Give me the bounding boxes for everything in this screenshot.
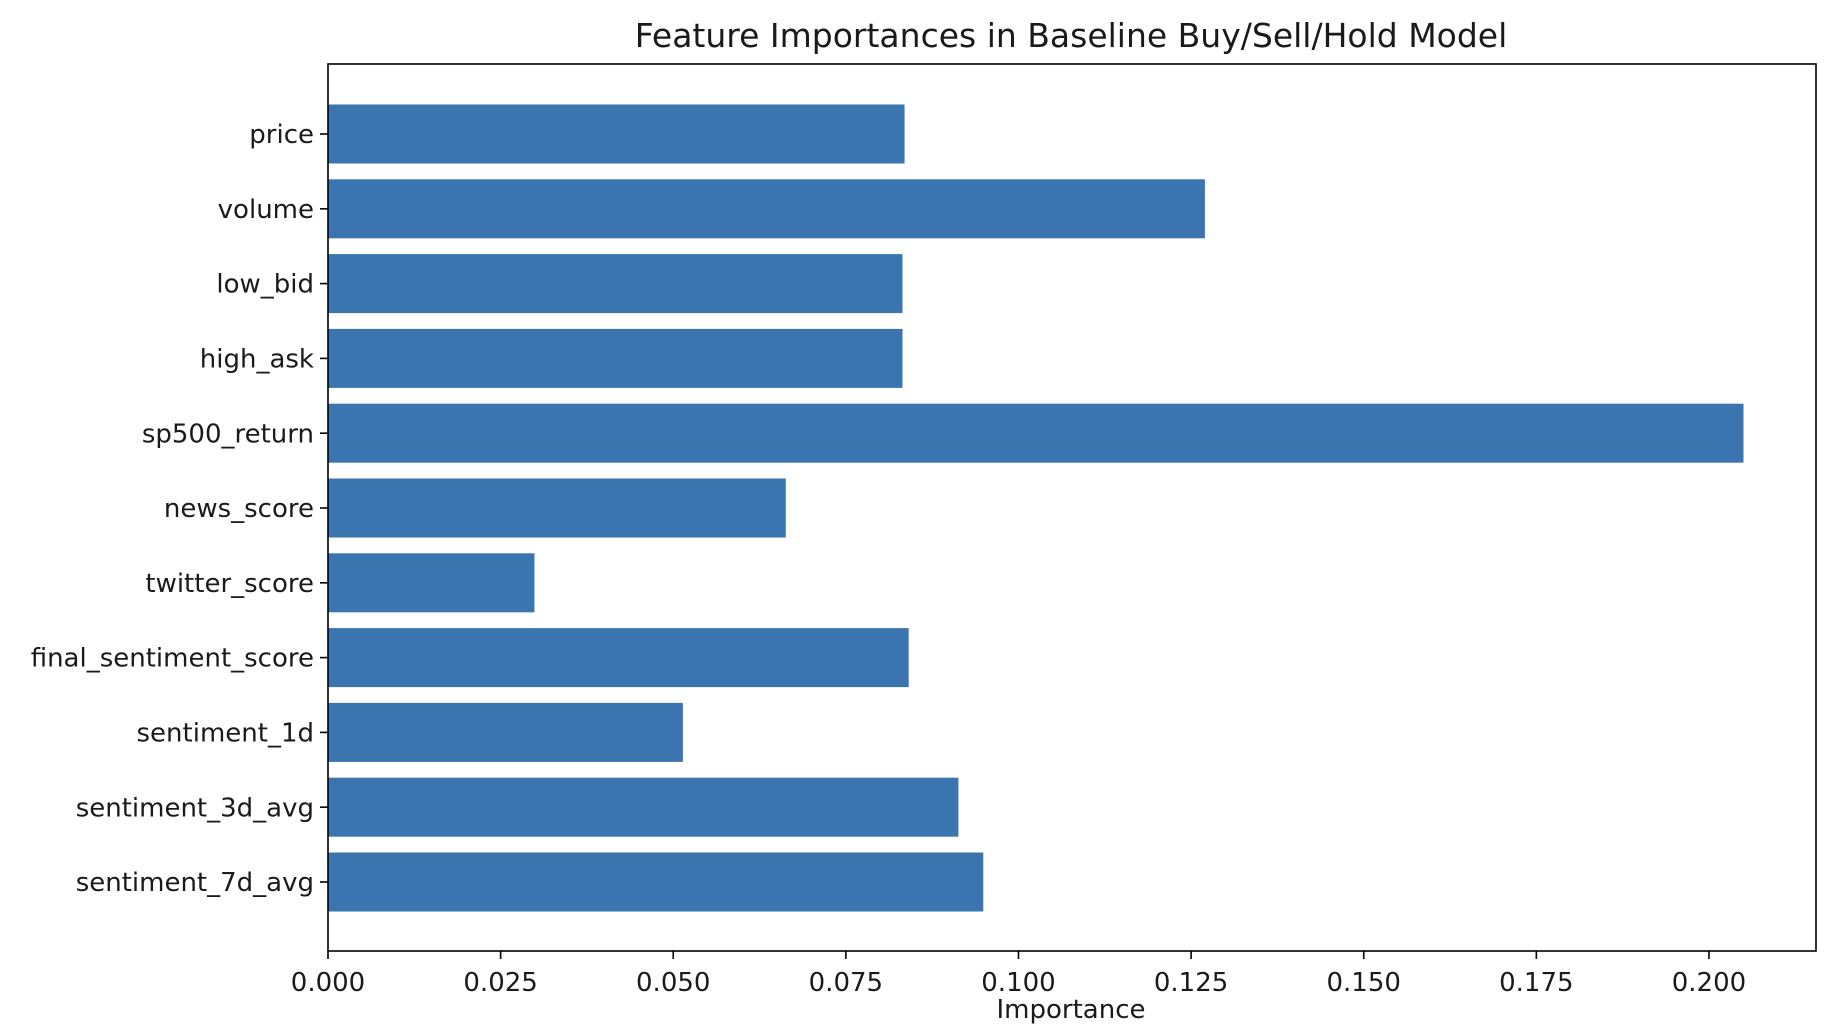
y-tick-label: high_ask bbox=[200, 345, 314, 375]
y-tick-label: sentiment_3d_avg bbox=[76, 793, 314, 823]
y-tick-label: price bbox=[249, 120, 314, 150]
bar-final-sentiment-score bbox=[328, 628, 909, 688]
x-tick-label: 0.100 bbox=[981, 968, 1055, 998]
x-tick-label: 0.200 bbox=[1672, 968, 1746, 998]
bar-volume bbox=[328, 179, 1205, 239]
bar-news-score bbox=[328, 478, 786, 538]
x-axis: 0.000 0.025 0.050 0.075 0.100 0.125 0.150 0.175… bbox=[291, 951, 1746, 998]
x-tick-label: 0.025 bbox=[463, 968, 537, 998]
y-tick-label: sp500_return bbox=[142, 419, 314, 449]
x-tick-label: 0.125 bbox=[1154, 968, 1228, 998]
y-tick-label: sentiment_1d bbox=[137, 719, 314, 749]
x-tick-label: 0.000 bbox=[291, 968, 365, 998]
x-tick-label: 0.050 bbox=[636, 968, 710, 998]
x-axis-label: Importance bbox=[997, 995, 1146, 1025]
y-tick-label: twitter_score bbox=[145, 569, 314, 599]
bars-group bbox=[328, 104, 1744, 912]
plot-frame bbox=[327, 63, 1817, 952]
y-axis: price volume low_bid high_ask sp500_returnne… bbox=[31, 120, 328, 898]
bar-sentiment-1d bbox=[328, 702, 683, 762]
y-tick-label: final_sentiment_score bbox=[31, 644, 314, 674]
x-tick-label: 0.150 bbox=[1327, 968, 1401, 998]
bar-price bbox=[328, 104, 905, 164]
y-tick-label: low_bid bbox=[216, 270, 314, 300]
x-tick-label: 0.175 bbox=[1499, 968, 1573, 998]
bar-sentiment-3d-avg bbox=[328, 777, 959, 837]
bar-twitter-score bbox=[328, 553, 535, 613]
y-tick-label: sentiment_7d_avg bbox=[76, 868, 314, 898]
chart-title: Feature Importances in Baseline Buy/Sell… bbox=[635, 16, 1508, 55]
bar-high-ask bbox=[328, 328, 903, 388]
bar-low-bid bbox=[328, 254, 903, 314]
y-tick-label: news_score bbox=[164, 494, 314, 524]
x-tick-label: 0.075 bbox=[809, 968, 883, 998]
y-tick-label: volume bbox=[218, 195, 314, 225]
bar-sp500-return bbox=[328, 403, 1744, 463]
bar-sentiment-7d-avg bbox=[328, 852, 984, 912]
